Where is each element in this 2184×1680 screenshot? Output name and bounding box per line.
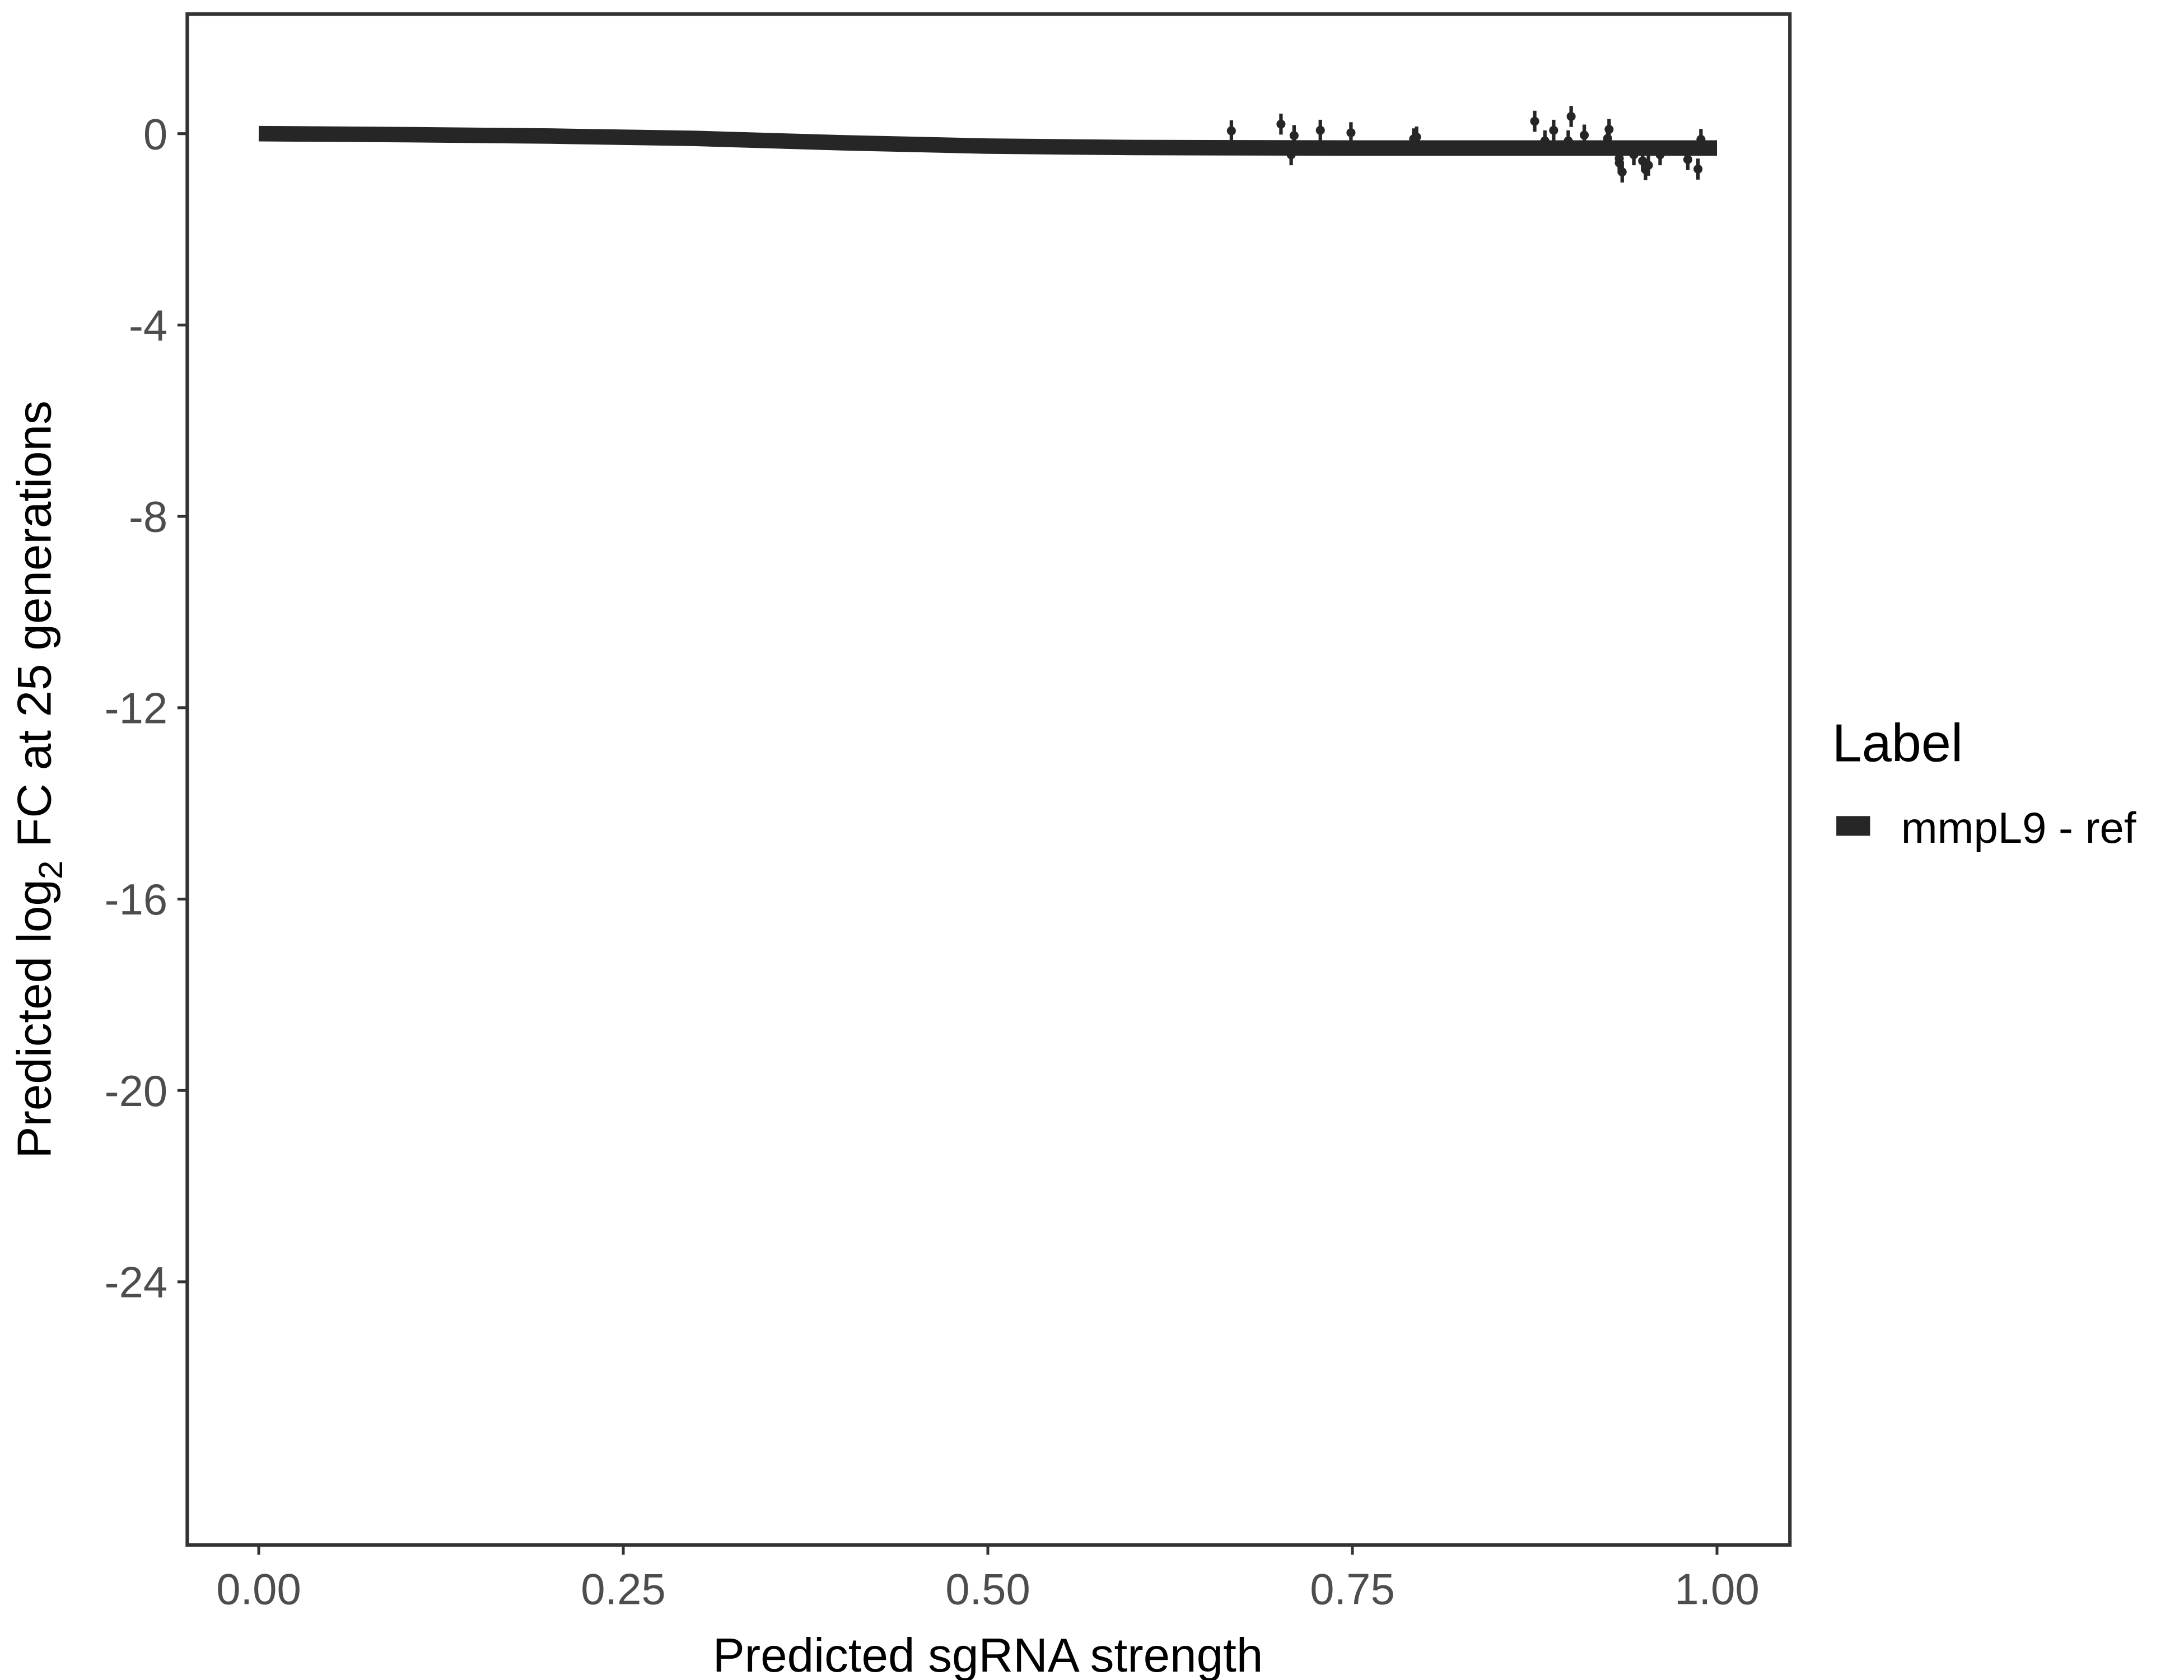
legend-title: Label	[1832, 713, 1963, 773]
data-point	[1549, 125, 1558, 135]
y-tick-label: -24	[105, 1258, 168, 1307]
data-point	[1655, 150, 1665, 160]
data-point	[1693, 164, 1703, 174]
x-tick-label: 0.00	[216, 1564, 301, 1613]
x-tick-label: 1.00	[1674, 1564, 1760, 1613]
x-axis: 0.00 0.25 0.50 0.75 1.00	[216, 1544, 1760, 1613]
data-point	[1644, 161, 1653, 170]
data-point	[1683, 155, 1692, 164]
y-tick-label: -20	[105, 1066, 168, 1116]
data-point	[1226, 126, 1236, 136]
x-axis-label: Predicted sgRNA strength	[713, 1629, 1263, 1680]
fit-line-group	[258, 125, 1718, 156]
x-tick-label: 0.25	[581, 1564, 666, 1613]
data-point	[1530, 116, 1539, 126]
data-point	[1412, 132, 1421, 142]
x-tick-label: 0.75	[1310, 1564, 1395, 1613]
y-axis: 0 -4 -8 -12 -16 -20 -24	[105, 109, 188, 1307]
data-point	[1580, 130, 1589, 140]
y-tick-label: -16	[105, 875, 168, 924]
data-point	[1604, 124, 1614, 134]
data-point	[1289, 131, 1299, 141]
data-point	[1617, 167, 1627, 177]
legend: Label mmpL9 - ref	[1832, 713, 2136, 852]
y-axis-label: Predicted log2 FC at 25 generations	[8, 400, 69, 1158]
y-tick-label: -4	[129, 301, 167, 350]
data-point	[1629, 150, 1639, 160]
data-points	[1226, 106, 1706, 183]
y-tick-label: -8	[129, 492, 167, 542]
data-point	[1696, 134, 1706, 144]
y-tick-label: -12	[105, 683, 168, 732]
data-point	[1276, 119, 1286, 129]
data-point	[1566, 111, 1576, 121]
data-point	[1286, 150, 1296, 160]
fit-line	[258, 125, 1718, 156]
data-point	[1346, 128, 1356, 138]
y-tick-label: 0	[143, 109, 167, 158]
legend-entry: mmpL9 - ref	[1901, 803, 2136, 852]
x-tick-label: 0.50	[945, 1564, 1030, 1613]
data-point	[1315, 125, 1325, 135]
data-point	[1564, 136, 1573, 146]
legend-key	[1836, 816, 1870, 836]
data-point	[1540, 136, 1550, 146]
